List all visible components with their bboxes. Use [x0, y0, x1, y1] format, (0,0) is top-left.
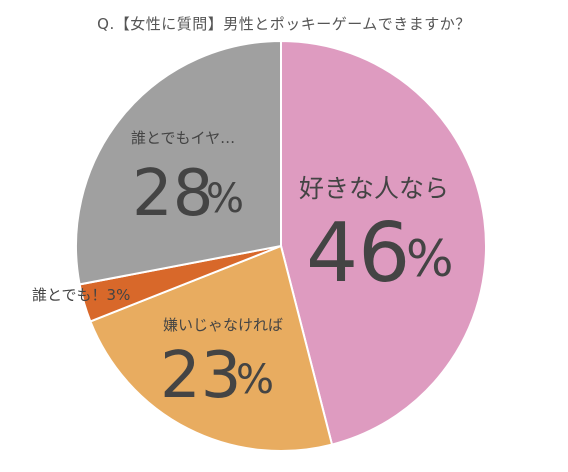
pie-slices [75, 39, 487, 452]
slice-label-no-one: 誰とでもイヤ… [131, 129, 235, 147]
slice-unit-no-one: % [206, 176, 244, 222]
pie-slice-no-one [75, 39, 282, 286]
slice-value-not-hate: 23 [160, 339, 241, 413]
slice-label-love: 好きな人なら [299, 174, 449, 203]
pie-slice-love [280, 39, 487, 446]
slice-value-love: 46 [306, 206, 410, 301]
slice-unit-not-hate: % [236, 357, 274, 403]
slice-label-not-hate: 嫌いじゃなければ [163, 316, 283, 334]
slice-unit-love: % [406, 230, 454, 288]
chart-title: Q.【女性に質問】男性とポッキーゲームできますか？ [97, 15, 471, 33]
slice-value-no-one: 28 [132, 157, 213, 231]
pie-labels: 好きな人なら 46% 嫌いじゃなければ 23% 誰とでも！3% 誰とでもイヤ… 28% [32, 129, 454, 413]
pie-slice-not-hate [89, 244, 334, 452]
slice-label-anyone: 誰とでも！3% [32, 286, 130, 304]
